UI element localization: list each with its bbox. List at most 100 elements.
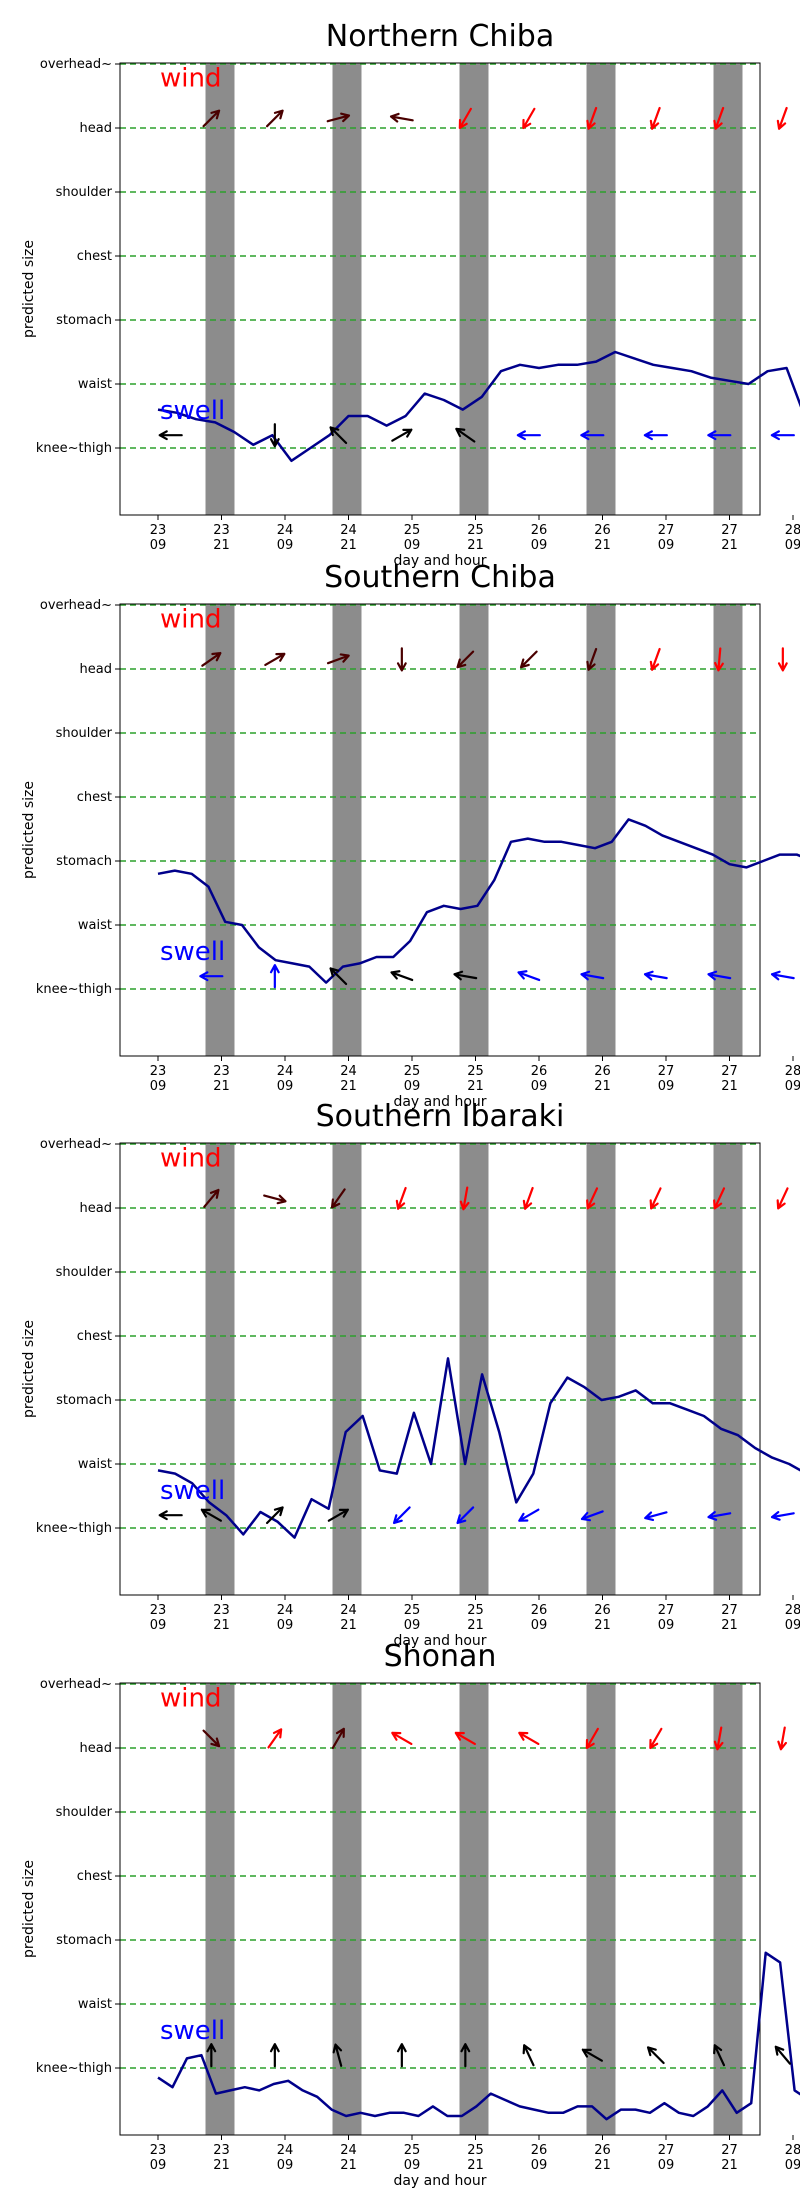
- x-tick-hour: 21: [213, 2158, 230, 2173]
- x-tick-hour: 09: [404, 1618, 421, 1633]
- night-band: [459, 1683, 489, 2135]
- x-tick-day: 24: [277, 1603, 294, 1618]
- x-tick-hour: 09: [277, 1618, 294, 1633]
- night-band: [332, 604, 362, 1056]
- wind-arrow: [459, 1186, 470, 1211]
- size-line: [157, 1357, 800, 1539]
- swell-arrow: [390, 970, 414, 982]
- night-band: [459, 1143, 489, 1595]
- x-tick-day: 23: [150, 2143, 167, 2158]
- x-tick-hour: 21: [213, 538, 230, 553]
- x-tick-hour: 09: [404, 538, 421, 553]
- wind-arrow: [389, 112, 414, 123]
- x-tick-hour: 21: [340, 2158, 357, 2173]
- x-tick-day: 25: [467, 2143, 484, 2158]
- x-axis-label: day and hour: [393, 1633, 486, 1649]
- x-tick-day: 23: [213, 1603, 230, 1618]
- swell-arrow: [269, 423, 280, 448]
- x-tick-hour: 21: [340, 538, 357, 553]
- chart-panel: Shonan overhead~ head shoulder chest stomach w…: [21, 1639, 800, 2189]
- x-tick-day: 23: [213, 523, 230, 538]
- wind-arrow: [454, 1731, 476, 1745]
- x-tick-hour: 09: [531, 538, 548, 553]
- x-tick-day: 27: [721, 1064, 738, 1079]
- swell-arrow: [707, 430, 732, 441]
- x-tick-hour: 09: [150, 1618, 167, 1633]
- x-tick-day: 25: [467, 1603, 484, 1618]
- night-band: [205, 1143, 235, 1595]
- wind-arrow: [713, 1726, 724, 1751]
- swell-arrow: [329, 426, 348, 445]
- night-band: [713, 63, 743, 515]
- swell-arrow: [580, 430, 605, 441]
- x-tick-hour: 21: [594, 1618, 611, 1633]
- size-line: [157, 818, 800, 984]
- x-tick-day: 25: [404, 1603, 421, 1618]
- x-tick-day: 23: [150, 1064, 167, 1079]
- x-tick-day: 26: [594, 523, 611, 538]
- x-tick-hour: 09: [277, 1079, 294, 1094]
- wind-arrow: [202, 1729, 221, 1748]
- x-tick-day: 27: [658, 1603, 675, 1618]
- x-tick-day: 24: [277, 1064, 294, 1079]
- swell-arrow: [460, 2043, 471, 2068]
- y-tick-label: stomach: [56, 854, 112, 869]
- x-tick-day: 25: [467, 523, 484, 538]
- y-tick-label: shoulder: [56, 1805, 113, 1820]
- x-tick-hour: 09: [785, 1618, 800, 1633]
- x-tick-day: 26: [594, 1064, 611, 1079]
- x-axis-label: day and hour: [393, 2173, 486, 2189]
- x-tick-day: 27: [658, 1064, 675, 1079]
- wind-arrow: [326, 653, 350, 665]
- swell-arrow: [392, 1506, 411, 1525]
- wind-arrow: [776, 106, 788, 130]
- y-axis-label: predicted size: [21, 1860, 37, 1958]
- swell-arrow: [453, 970, 478, 981]
- x-tick-day: 25: [404, 2143, 421, 2158]
- x-tick-day: 24: [340, 1603, 357, 1618]
- swell-label: swell: [160, 937, 225, 967]
- x-tick-day: 24: [340, 1064, 357, 1079]
- axes-frame: [119, 1682, 761, 2136]
- x-tick-day: 28: [785, 1603, 800, 1618]
- wind-arrow: [202, 109, 221, 128]
- x-tick-hour: 09: [785, 538, 800, 553]
- wind-arrow: [264, 652, 286, 666]
- x-tick-hour: 09: [404, 1079, 421, 1094]
- swell-arrow: [580, 970, 605, 981]
- y-tick-label: head: [80, 1201, 112, 1216]
- x-tick-hour: 09: [150, 1079, 167, 1094]
- swell-arrow: [707, 970, 732, 981]
- x-tick-hour: 09: [150, 538, 167, 553]
- chart-title: Southern Ibaraki: [316, 1099, 565, 1134]
- x-tick-day: 23: [150, 523, 167, 538]
- axes-frame: [119, 62, 761, 516]
- size-line: [157, 350, 800, 463]
- x-tick-hour: 09: [658, 2158, 675, 2173]
- swell-arrow: [396, 2043, 407, 2068]
- swell-arrow: [517, 970, 541, 982]
- size-line: [157, 1951, 800, 2121]
- x-tick-day: 27: [658, 523, 675, 538]
- wind-arrow: [649, 1187, 662, 1210]
- night-band: [586, 604, 616, 1056]
- wind-arrow: [326, 112, 351, 123]
- wind-arrow: [714, 647, 724, 672]
- swell-arrow: [455, 427, 476, 443]
- wind-arrow: [203, 1188, 220, 1208]
- night-band: [459, 63, 489, 515]
- x-tick-hour: 09: [404, 2158, 421, 2173]
- y-tick-label: overhead~: [40, 57, 112, 72]
- x-tick-hour: 09: [531, 1618, 548, 1633]
- x-tick-hour: 09: [277, 2158, 294, 2173]
- x-tick-hour: 21: [721, 538, 738, 553]
- wind-arrow: [649, 1727, 663, 1750]
- x-tick-day: 24: [277, 2143, 294, 2158]
- y-tick-label: waist: [78, 1997, 112, 2012]
- chart-panel: Southern Chiba overhead~ head shoulder chest…: [21, 560, 800, 1110]
- y-tick-label: chest: [77, 1869, 112, 1884]
- night-band: [332, 1143, 362, 1595]
- swell-arrow: [770, 1511, 795, 1521]
- x-tick-day: 26: [594, 1603, 611, 1618]
